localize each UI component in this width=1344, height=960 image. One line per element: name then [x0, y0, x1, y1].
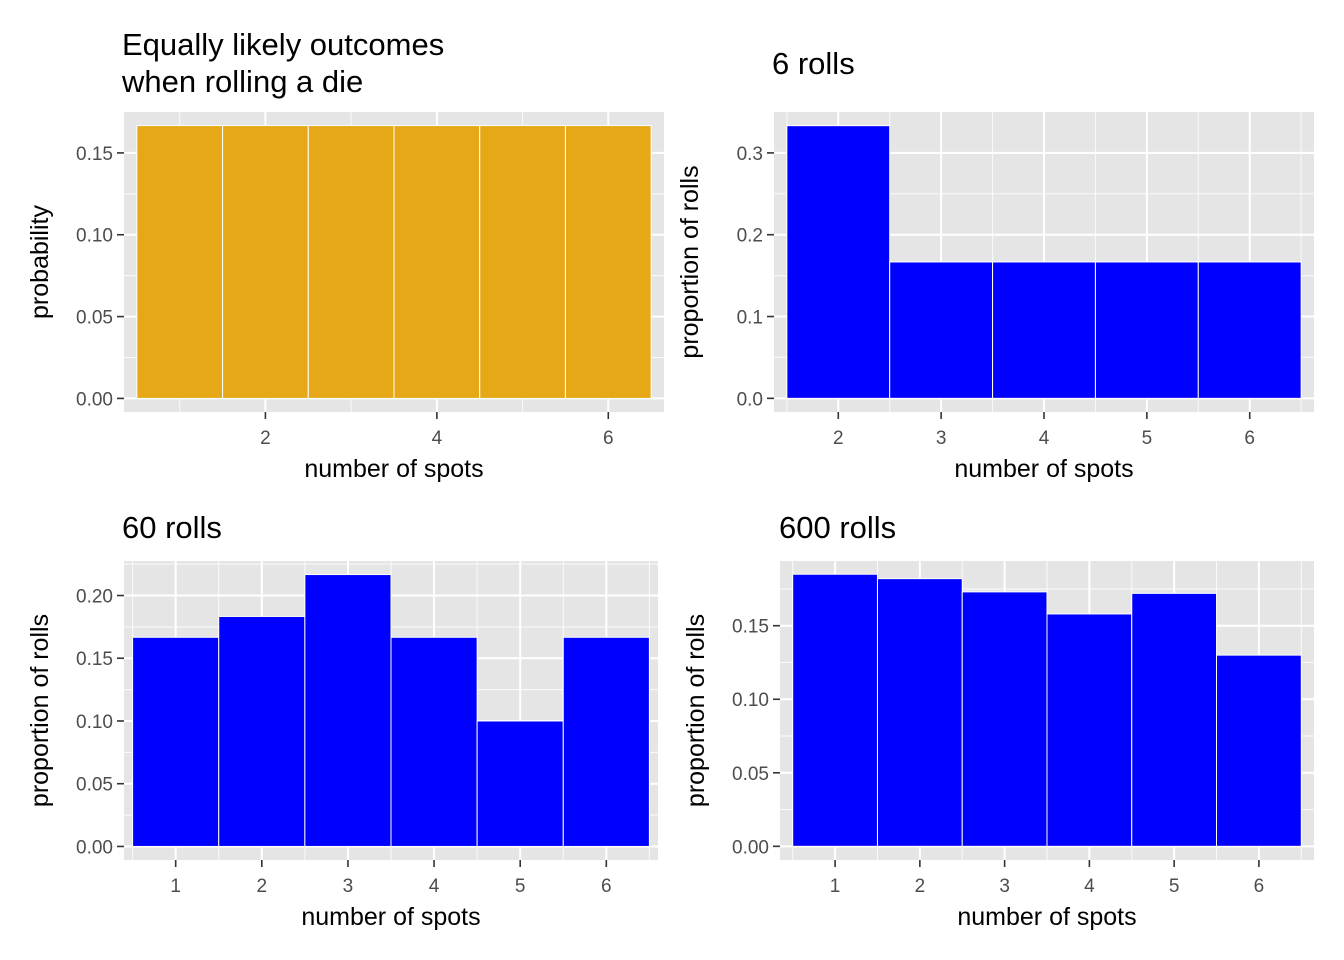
y-axis-title: proportion of rolls — [676, 165, 704, 358]
bar-3 — [304, 574, 392, 847]
y-tick-label: 0.10 — [76, 712, 113, 733]
bar-4 — [992, 261, 1096, 399]
plot-title: 600 rolls — [779, 510, 896, 545]
x-axis-title: number of spots — [957, 903, 1136, 931]
y-tick-label: 0.05 — [76, 308, 113, 329]
bar-5 — [476, 720, 564, 847]
x-tick-label: 3 — [343, 876, 354, 897]
y-tick-label: 0.0 — [737, 389, 763, 410]
bar-3 — [961, 591, 1048, 847]
y-tick-label: 0.00 — [76, 837, 113, 858]
bar-2 — [786, 125, 891, 399]
y-tick-label: 0.05 — [732, 764, 769, 785]
x-tick-label: 6 — [1244, 428, 1255, 449]
x-axis-title: number of spots — [954, 455, 1133, 483]
bar-2 — [876, 578, 963, 847]
chart-panel-3: 0.00 0.05 0.10 0.15 0.20 1 2 3 4 5 6 number of spot… — [26, 510, 658, 931]
bar-1 — [136, 125, 224, 399]
bar-4 — [390, 636, 478, 847]
bar-1 — [792, 573, 878, 847]
x-tick-label: 6 — [601, 876, 612, 897]
x-tick-label: 2 — [260, 428, 271, 449]
y-tick-label: 0.10 — [732, 690, 769, 711]
bar-6 — [562, 636, 650, 847]
x-tick-label: 4 — [432, 428, 443, 449]
x-tick-label: 2 — [257, 876, 268, 897]
x-tick-label: 4 — [1039, 428, 1050, 449]
bar-4 — [393, 125, 481, 399]
bar-2 — [222, 125, 309, 399]
bar-1 — [132, 636, 220, 847]
x-tick-label: 1 — [170, 876, 181, 897]
y-tick-label: 0.1 — [737, 308, 763, 329]
y-tick-label: 0.3 — [737, 144, 763, 165]
y-tick-label: 0.00 — [732, 837, 769, 858]
x-tick-label: 1 — [830, 876, 841, 897]
x-axis-title: number of spots — [301, 903, 480, 931]
plot-title: 60 rolls — [122, 510, 222, 545]
y-axis-title: proportion of rolls — [682, 614, 710, 807]
x-tick-label: 6 — [1254, 876, 1265, 897]
chart-panel-1: 0.00 0.05 0.10 0.15 2 4 6 number of spots probab… — [26, 27, 664, 483]
y-tick-label: 0.15 — [76, 144, 113, 165]
x-tick-label: 2 — [833, 428, 844, 449]
x-tick-label: 4 — [1084, 876, 1095, 897]
chart-panel-2: 0.0 0.1 0.2 0.3 2 3 4 5 6 number of spots proporti… — [676, 46, 1314, 483]
x-tick-label: 5 — [515, 876, 526, 897]
bar-5 — [1131, 592, 1218, 847]
bar-6 — [1216, 654, 1302, 847]
x-tick-label: 6 — [603, 428, 614, 449]
y-tick-label: 0.15 — [732, 617, 769, 638]
bar-3 — [307, 125, 395, 399]
plot-title: Equally likely outcomes — [122, 27, 444, 62]
x-axis-title: number of spots — [304, 455, 483, 483]
y-tick-label: 0.05 — [76, 775, 113, 796]
bar-3 — [889, 261, 994, 399]
x-tick-label: 4 — [429, 876, 440, 897]
plot-title: when rolling a die — [121, 64, 363, 99]
y-tick-label: 0.20 — [76, 587, 113, 608]
y-tick-label: 0.15 — [76, 649, 113, 670]
x-tick-label: 5 — [1142, 428, 1153, 449]
bar-6 — [1197, 261, 1302, 399]
x-tick-label: 2 — [915, 876, 926, 897]
x-tick-label: 3 — [999, 876, 1010, 897]
y-tick-label: 0.10 — [76, 226, 113, 247]
bar-5 — [479, 125, 566, 399]
x-tick-label: 3 — [936, 428, 947, 449]
bar-4 — [1046, 613, 1133, 847]
bar-2 — [218, 615, 306, 847]
bar-5 — [1094, 261, 1199, 399]
chart-panel-4: 0.00 0.05 0.10 0.15 1 2 3 4 5 6 number of spots pro… — [682, 510, 1314, 931]
y-axis-title: probability — [26, 205, 54, 319]
plot-title: 6 rolls — [772, 46, 855, 81]
x-tick-label: 5 — [1169, 876, 1180, 897]
bar-6 — [564, 125, 652, 399]
y-axis-title: proportion of rolls — [26, 614, 54, 807]
y-tick-label: 0.2 — [737, 226, 763, 247]
y-tick-label: 0.00 — [76, 389, 113, 410]
